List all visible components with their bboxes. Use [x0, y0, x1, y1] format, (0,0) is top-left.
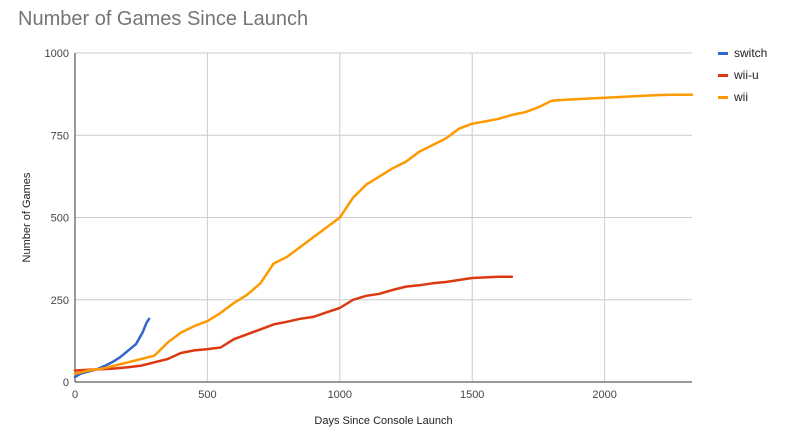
x-tick-label: 1500	[460, 389, 484, 401]
x-tick-label: 500	[198, 389, 216, 401]
legend-item-switch[interactable]: switch	[718, 45, 767, 61]
series-line-wii	[73, 93, 694, 376]
x-tick-label: 0	[72, 389, 78, 401]
y-tick-label: 1000	[45, 48, 69, 60]
legend-swatch-switch	[718, 51, 728, 55]
chart-title: Number of Games Since Launch	[18, 8, 309, 30]
y-tick-label: 250	[51, 295, 69, 307]
legend-item-wii[interactable]: wii	[718, 89, 767, 105]
y-tick-label: 500	[51, 213, 69, 225]
legend-swatch-wii	[718, 95, 728, 99]
x-axis-label: Days Since Console Launch	[314, 415, 452, 427]
x-tick-label: 2000	[592, 389, 616, 401]
legend: switch wii-u wii	[718, 45, 767, 111]
legend-item-wii-u[interactable]: wii-u	[718, 67, 767, 83]
series-line-wii-u	[73, 275, 514, 372]
y-axis-label: Number of Games	[21, 172, 33, 262]
legend-label-wii-u: wii-u	[734, 68, 759, 82]
legend-label-switch: switch	[734, 46, 768, 60]
x-tick-label: 1000	[328, 389, 352, 401]
y-tick-label: 0	[63, 377, 69, 389]
legend-swatch-wii-u	[718, 73, 728, 77]
y-tick-label: 750	[51, 130, 69, 142]
legend-label-wii: wii	[734, 90, 748, 104]
